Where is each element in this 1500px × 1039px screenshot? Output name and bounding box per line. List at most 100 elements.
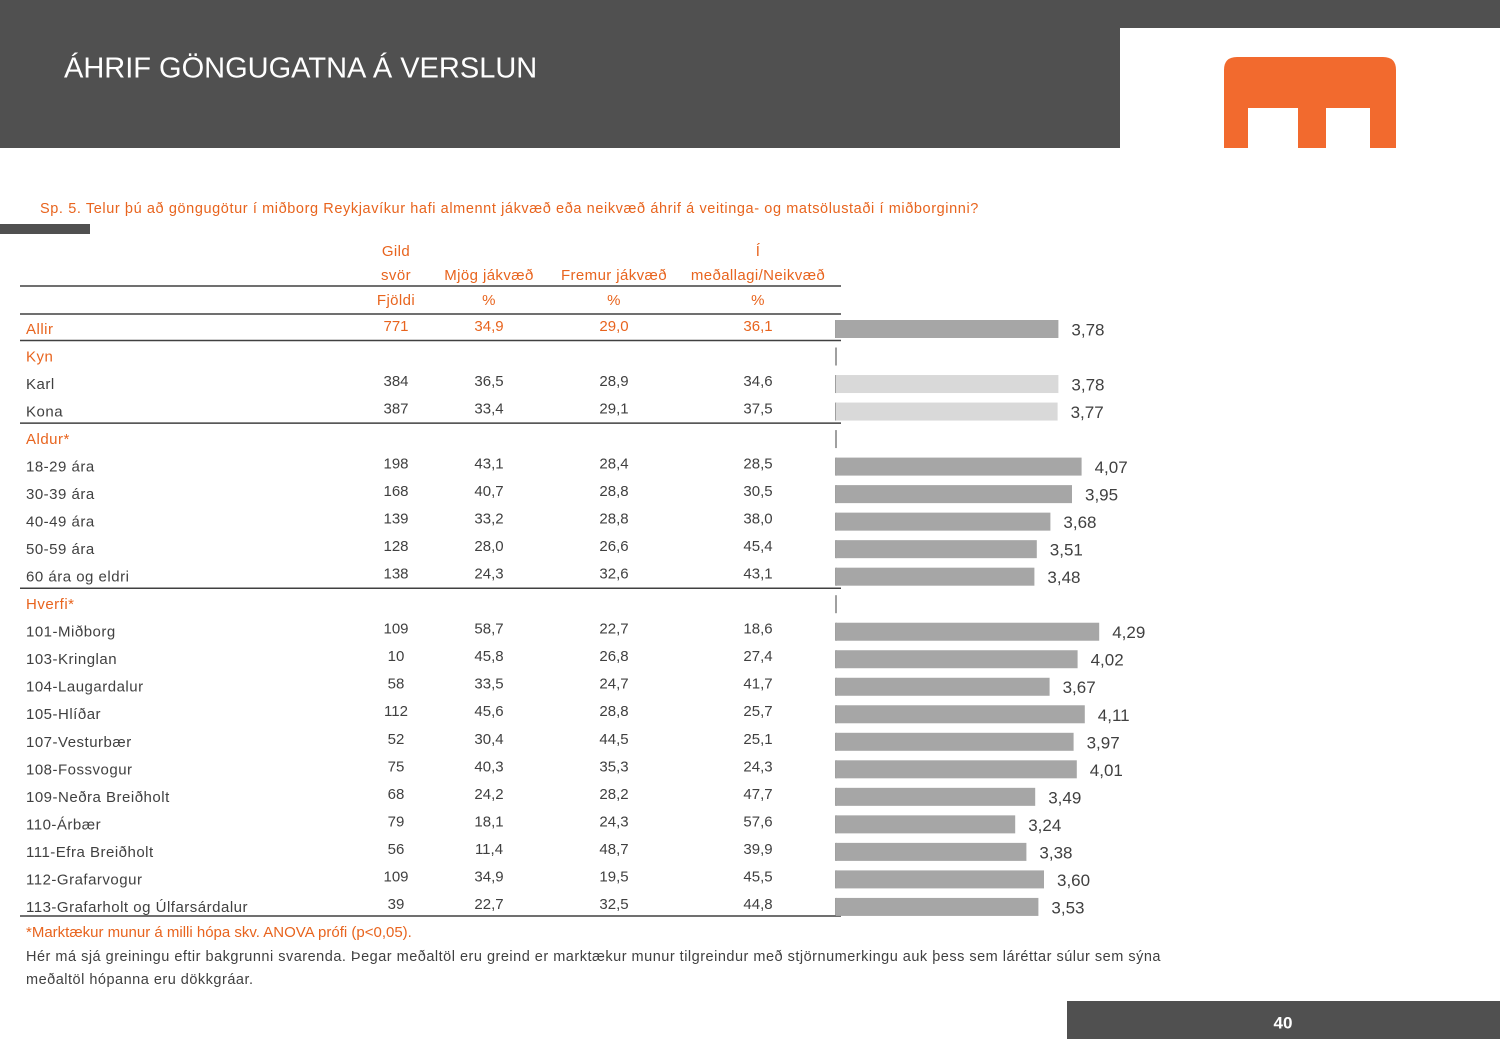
bar-value: 3,48: [1047, 568, 1080, 587]
row-label: 30-39 ára: [26, 486, 95, 503]
cell: 198: [383, 456, 408, 473]
cell: 384: [383, 373, 408, 390]
bar: [836, 485, 1072, 504]
cell: 32,6: [599, 566, 628, 583]
cell: 25,1: [743, 731, 772, 748]
cell: 109: [383, 621, 408, 638]
cell: 36,1: [743, 318, 772, 335]
cell: 38,0: [743, 511, 772, 528]
row-label: 112-Grafarvogur: [26, 871, 142, 888]
cell: 387: [383, 401, 408, 418]
cell: 45,8: [474, 648, 503, 665]
cell: 47,7: [743, 786, 772, 803]
column-unit: %: [751, 292, 765, 309]
cell: 26,6: [599, 538, 628, 555]
row-label: 109-Neðra Breiðholt: [26, 789, 170, 806]
cell: 34,6: [743, 373, 772, 390]
cell: 24,3: [474, 566, 503, 583]
cell: 37,5: [743, 401, 772, 418]
cell: 45,4: [743, 538, 772, 555]
row-label: Kyn: [26, 348, 53, 365]
bar: [836, 870, 1044, 889]
row-label: 50-59 ára: [26, 541, 95, 558]
cell: 35,3: [599, 758, 628, 775]
bar-value: 4,01: [1090, 761, 1123, 780]
column-header: svör: [381, 267, 411, 284]
row-label: Kona: [26, 404, 63, 421]
bar-value: 3,97: [1087, 733, 1120, 752]
cell: 30,4: [474, 731, 503, 748]
row-label: 113-Grafarholt og Úlfarsárdalur: [26, 899, 248, 916]
bar-value: 4,11: [1098, 706, 1130, 725]
bar: [836, 567, 1035, 586]
bar: [836, 320, 1059, 338]
cell: 75: [388, 758, 405, 775]
cell: 18,6: [743, 621, 772, 638]
cell: 45,5: [743, 868, 772, 885]
cell: 33,5: [474, 676, 503, 693]
cell: 25,7: [743, 703, 772, 720]
row-label: 108-Fossvogur: [26, 761, 133, 778]
bar: [836, 622, 1100, 641]
cell: 109: [383, 868, 408, 885]
cell: 28,8: [599, 703, 628, 720]
cell: 33,2: [474, 511, 503, 528]
bar-value: 4,29: [1112, 623, 1145, 642]
cell: 29,0: [599, 318, 628, 335]
cell: 22,7: [474, 896, 503, 913]
row-label: Karl: [26, 376, 55, 393]
column-header: Mjög jákvæð: [444, 267, 533, 284]
bar-value: 3,67: [1063, 678, 1096, 697]
cell: 138: [383, 566, 408, 583]
cell: 139: [383, 511, 408, 528]
cell: 24,7: [599, 676, 628, 693]
column-header: meðallagi/Neikvæð: [691, 267, 825, 284]
bar: [836, 375, 1059, 394]
cell: 18,1: [474, 813, 503, 830]
note-line: meðaltöl hópanna eru dökkgráar.: [26, 972, 254, 988]
cell: 28,9: [599, 373, 628, 390]
bar-value: 3,49: [1048, 788, 1081, 807]
cell: 10: [388, 648, 405, 665]
row-label: 18-29 ára: [26, 459, 95, 476]
row-label: 110-Árbær: [26, 816, 101, 833]
cell: 39,9: [743, 841, 772, 858]
cell: 58,7: [474, 621, 503, 638]
cell: 168: [383, 483, 408, 500]
column-unit: Fjöldi: [377, 292, 415, 309]
page-number: 40: [1274, 1013, 1293, 1032]
bar-value: 3,78: [1071, 376, 1104, 395]
row-label: 103-Kringlan: [26, 651, 117, 668]
cell: 48,7: [599, 841, 628, 858]
cell: 24,2: [474, 786, 503, 803]
slide-title: ÁHRIF GÖNGUGATNA Á VERSLUN: [64, 52, 537, 85]
cell: 79: [388, 813, 405, 830]
column-header: Gild: [382, 243, 410, 260]
cell: 40,3: [474, 758, 503, 775]
cell: 29,1: [599, 401, 628, 418]
row-label: Hverfi*: [26, 596, 75, 613]
cell: 28,8: [599, 483, 628, 500]
cell: 41,7: [743, 676, 772, 693]
page-number-box: [1067, 1001, 1500, 1039]
bar-value: 3,78: [1071, 320, 1104, 339]
row-label: 60 ára og eldri: [26, 569, 129, 586]
bar-value: 3,60: [1057, 871, 1090, 890]
bar-value: 3,68: [1063, 513, 1096, 532]
cell: 40,7: [474, 483, 503, 500]
column-header: Í: [756, 243, 761, 260]
bar-value: 3,53: [1051, 898, 1084, 917]
bar: [836, 402, 1058, 421]
cell: 57,6: [743, 813, 772, 830]
logo: [1224, 57, 1396, 148]
column-header: Fremur jákvæð: [561, 267, 667, 284]
cell: 34,9: [474, 868, 503, 885]
cell: 11,4: [475, 841, 503, 858]
bar: [836, 732, 1074, 751]
row-label: Allir: [26, 321, 54, 338]
cell: 36,5: [474, 373, 503, 390]
cell: 33,4: [474, 401, 503, 418]
footnote: *Marktækur munur á milli hópa skv. ANOVA…: [26, 924, 412, 941]
cell: 56: [388, 841, 405, 858]
cell: 128: [383, 538, 408, 555]
